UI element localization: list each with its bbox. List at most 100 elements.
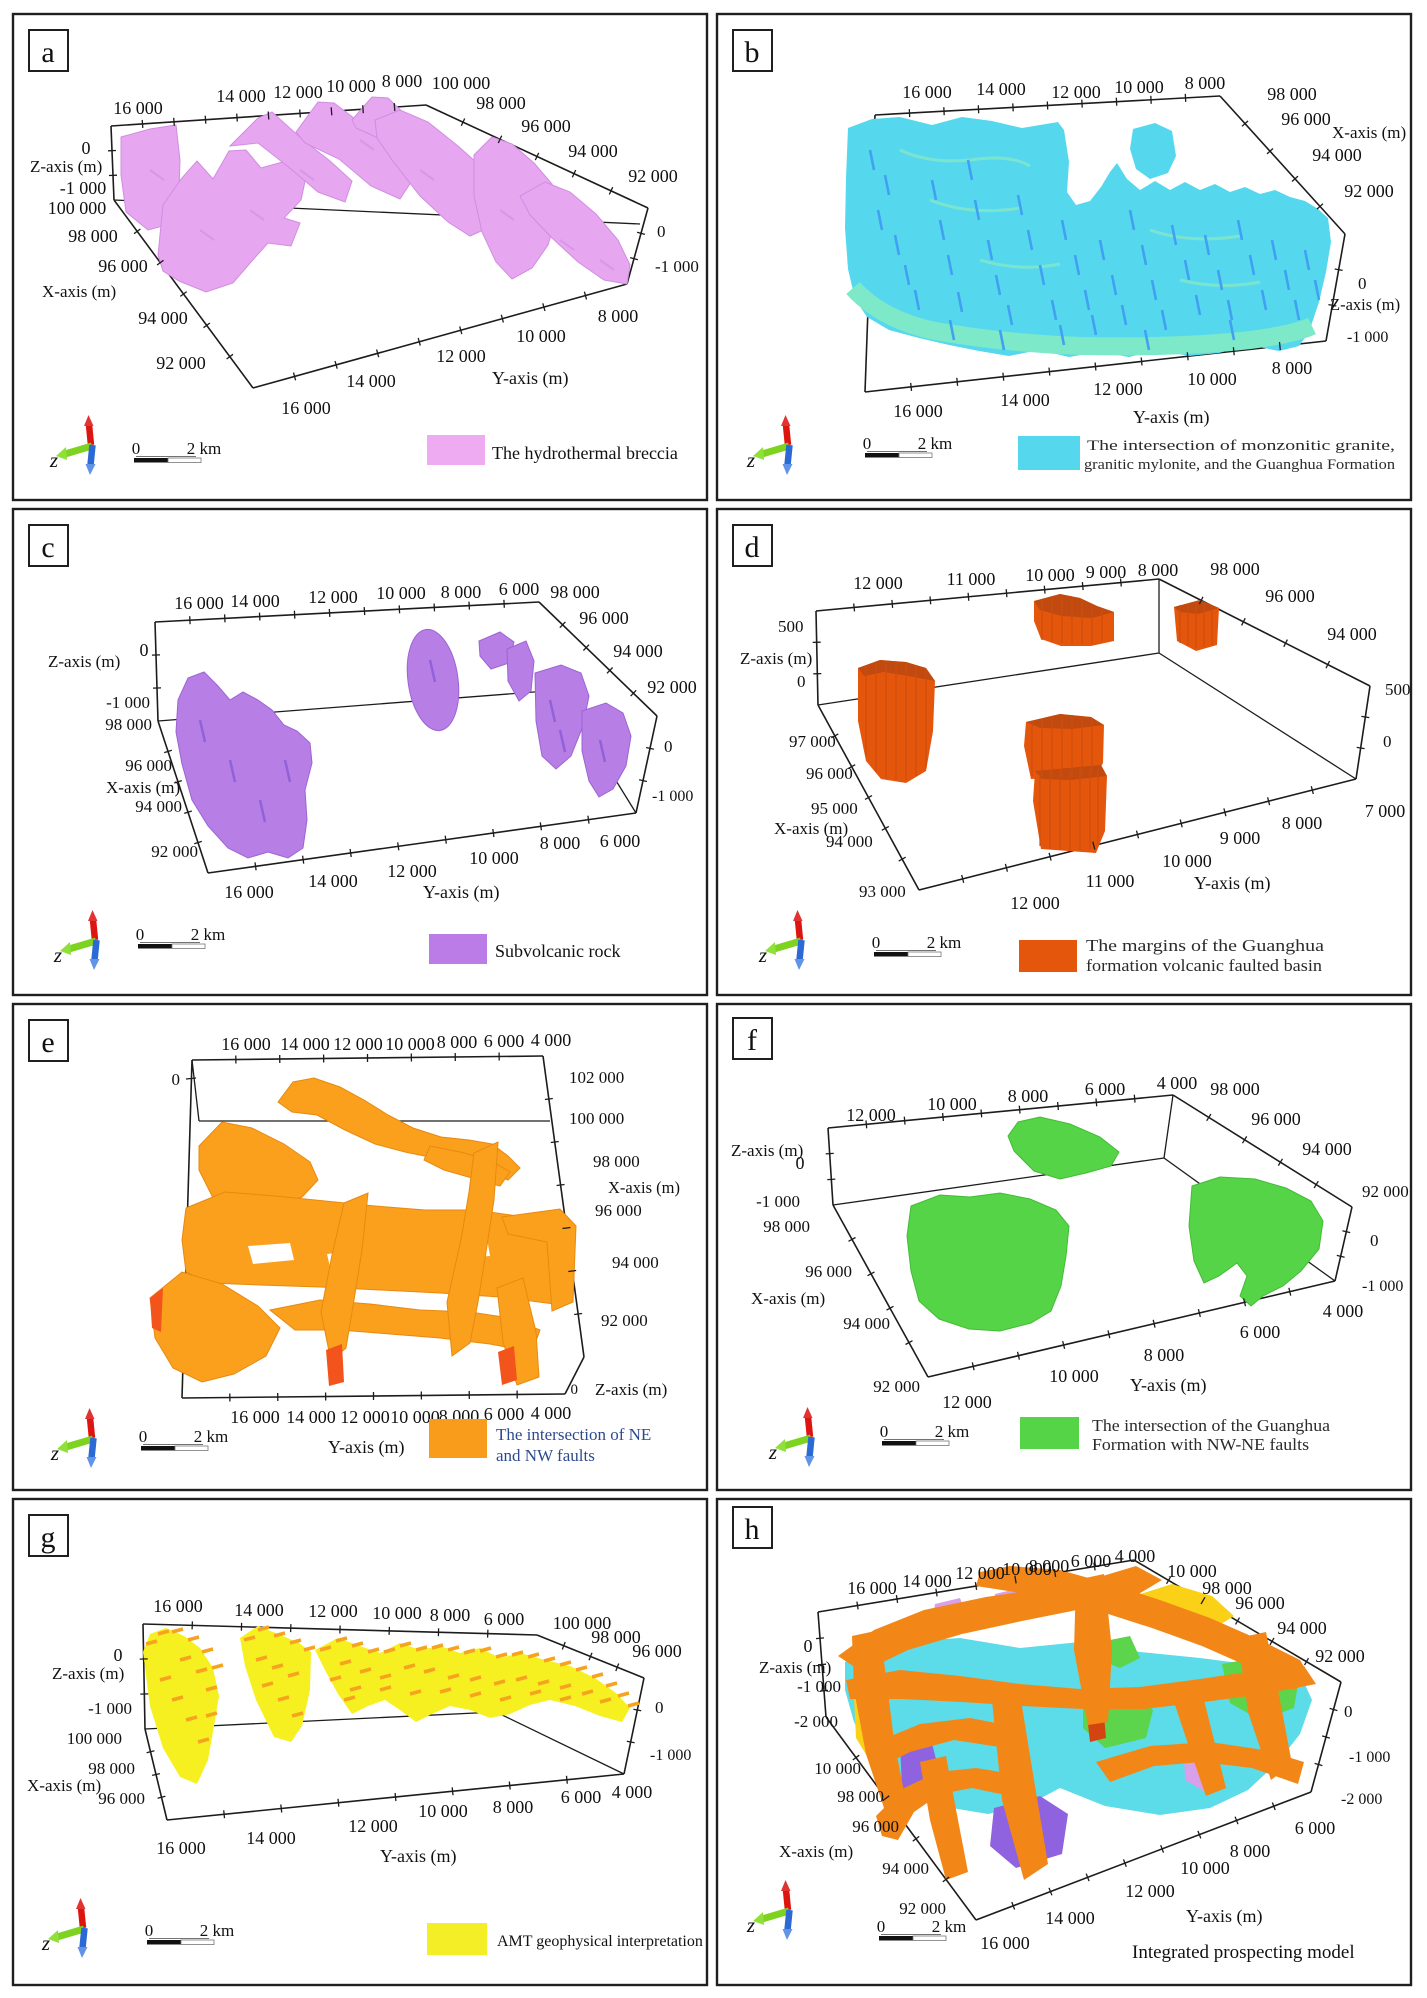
svg-text:Z-axis (m): Z-axis (m) bbox=[30, 157, 102, 176]
svg-text:0: 0 bbox=[655, 1698, 664, 1717]
svg-text:6 000: 6 000 bbox=[1085, 1079, 1126, 1099]
svg-text:4 000: 4 000 bbox=[1115, 1546, 1156, 1566]
svg-text:z: z bbox=[746, 1913, 755, 1937]
svg-text:The intersection of the Guangh: The intersection of the Guanghua bbox=[1092, 1416, 1330, 1435]
svg-text:and NW faults: and NW faults bbox=[496, 1446, 595, 1465]
svg-text:94 000: 94 000 bbox=[843, 1314, 890, 1333]
svg-text:92 000: 92 000 bbox=[601, 1311, 648, 1330]
svg-text:12 000: 12 000 bbox=[308, 587, 358, 607]
svg-text:2 km: 2 km bbox=[194, 1427, 228, 1446]
svg-text:14 000: 14 000 bbox=[280, 1034, 330, 1054]
svg-text:10 000: 10 000 bbox=[418, 1801, 468, 1821]
svg-text:96 000: 96 000 bbox=[632, 1641, 682, 1661]
svg-text:92 000: 92 000 bbox=[156, 353, 206, 373]
svg-text:14 000: 14 000 bbox=[286, 1407, 336, 1427]
svg-text:92 000: 92 000 bbox=[647, 677, 697, 697]
svg-text:Formation with NW-NE faults: Formation with NW-NE faults bbox=[1092, 1435, 1309, 1454]
svg-text:g: g bbox=[41, 1521, 56, 1554]
svg-text:96 000: 96 000 bbox=[521, 116, 571, 136]
svg-text:-1 000: -1 000 bbox=[797, 1677, 841, 1696]
svg-text:0: 0 bbox=[1344, 1702, 1353, 1721]
svg-text:2 km: 2 km bbox=[932, 1917, 966, 1936]
svg-text:X-axis (m): X-axis (m) bbox=[1332, 123, 1406, 142]
svg-text:0: 0 bbox=[571, 1382, 579, 1398]
svg-text:12 000: 12 000 bbox=[436, 346, 486, 366]
svg-text:X-axis (m): X-axis (m) bbox=[779, 1842, 853, 1861]
svg-text:96 000: 96 000 bbox=[1281, 109, 1331, 129]
svg-text:6 000: 6 000 bbox=[1071, 1551, 1112, 1571]
svg-text:500: 500 bbox=[1385, 680, 1411, 699]
svg-text:9 000: 9 000 bbox=[1086, 562, 1127, 582]
svg-text:14 000: 14 000 bbox=[902, 1571, 952, 1591]
svg-text:98 000: 98 000 bbox=[105, 715, 152, 734]
svg-text:X-axis (m): X-axis (m) bbox=[774, 819, 848, 838]
svg-text:e: e bbox=[41, 1026, 54, 1059]
svg-text:2 km: 2 km bbox=[935, 1422, 969, 1441]
svg-text:a: a bbox=[41, 36, 54, 69]
svg-text:X-axis (m): X-axis (m) bbox=[751, 1289, 825, 1308]
svg-text:0: 0 bbox=[1358, 274, 1367, 293]
svg-text:X-axis (m): X-axis (m) bbox=[608, 1178, 680, 1197]
svg-text:94 000: 94 000 bbox=[138, 308, 188, 328]
svg-text:10 000: 10 000 bbox=[469, 848, 519, 868]
svg-text:98 000: 98 000 bbox=[1202, 1578, 1252, 1598]
svg-text:8 000: 8 000 bbox=[382, 71, 423, 91]
svg-text:z: z bbox=[41, 1931, 50, 1955]
svg-text:8 000: 8 000 bbox=[441, 582, 482, 602]
svg-text:8 000: 8 000 bbox=[1008, 1086, 1049, 1106]
svg-text:14 000: 14 000 bbox=[346, 371, 396, 391]
svg-text:98 000: 98 000 bbox=[1210, 559, 1260, 579]
svg-text:8 000: 8 000 bbox=[1272, 358, 1313, 378]
svg-text:94 000: 94 000 bbox=[135, 797, 182, 816]
svg-text:-1 000: -1 000 bbox=[1362, 1278, 1403, 1295]
svg-text:4 000: 4 000 bbox=[1323, 1301, 1364, 1321]
svg-text:granitic mylonite, and the Gua: granitic mylonite, and the Guanghua Form… bbox=[1084, 457, 1396, 473]
svg-text:Z-axis (m): Z-axis (m) bbox=[759, 1658, 831, 1677]
svg-text:0: 0 bbox=[804, 1636, 813, 1656]
svg-text:-2 000: -2 000 bbox=[1341, 1791, 1382, 1808]
svg-text:100 000: 100 000 bbox=[48, 198, 107, 218]
svg-text:2 km: 2 km bbox=[927, 933, 961, 952]
svg-text:0: 0 bbox=[796, 1153, 805, 1173]
svg-text:z: z bbox=[758, 943, 767, 967]
svg-text:500: 500 bbox=[778, 617, 804, 636]
svg-text:-1 000: -1 000 bbox=[1349, 1749, 1390, 1766]
svg-text:Z-axis (m): Z-axis (m) bbox=[48, 652, 120, 671]
svg-text:10 000: 10 000 bbox=[385, 1034, 435, 1054]
svg-text:96 000: 96 000 bbox=[595, 1201, 642, 1220]
svg-text:X-axis (m): X-axis (m) bbox=[106, 778, 180, 797]
svg-text:14 000: 14 000 bbox=[216, 86, 266, 106]
svg-text:98 000: 98 000 bbox=[591, 1627, 641, 1647]
svg-text:AMT geophysical interpretation: AMT geophysical interpretation bbox=[497, 1933, 703, 1950]
svg-text:10 000: 10 000 bbox=[516, 326, 566, 346]
svg-text:-2 000: -2 000 bbox=[794, 1712, 838, 1731]
svg-text:8 000: 8 000 bbox=[1230, 1841, 1271, 1861]
svg-text:96 000: 96 000 bbox=[1265, 586, 1315, 606]
svg-text:16 000: 16 000 bbox=[893, 401, 943, 421]
svg-text:96 000: 96 000 bbox=[98, 1789, 145, 1808]
svg-text:93 000: 93 000 bbox=[859, 882, 906, 901]
svg-text:16 000: 16 000 bbox=[174, 593, 224, 613]
svg-text:X-axis (m): X-axis (m) bbox=[27, 1776, 101, 1795]
svg-text:14 000: 14 000 bbox=[1000, 390, 1050, 410]
svg-text:The intersection of NE: The intersection of NE bbox=[496, 1425, 651, 1444]
svg-text:98 000: 98 000 bbox=[1210, 1079, 1260, 1099]
svg-text:95 000: 95 000 bbox=[811, 799, 858, 818]
svg-text:8 000: 8 000 bbox=[1029, 1556, 1070, 1576]
svg-text:8 000: 8 000 bbox=[430, 1605, 471, 1625]
svg-text:98 000: 98 000 bbox=[550, 582, 600, 602]
svg-text:92 000: 92 000 bbox=[1315, 1646, 1365, 1666]
svg-text:0: 0 bbox=[139, 1427, 148, 1446]
svg-text:9 000: 9 000 bbox=[1220, 828, 1261, 848]
svg-text:z: z bbox=[49, 448, 58, 472]
svg-text:-1 000: -1 000 bbox=[650, 1747, 691, 1764]
svg-text:0: 0 bbox=[145, 1921, 154, 1940]
svg-text:0: 0 bbox=[172, 1070, 181, 1089]
svg-text:96 000: 96 000 bbox=[852, 1817, 899, 1836]
svg-text:Subvolcanic rock: Subvolcanic rock bbox=[495, 941, 620, 961]
svg-text:-1 000: -1 000 bbox=[652, 788, 693, 805]
svg-text:16 000: 16 000 bbox=[281, 398, 331, 418]
svg-text:14 000: 14 000 bbox=[308, 871, 358, 891]
svg-text:98 000: 98 000 bbox=[1267, 84, 1317, 104]
svg-text:94 000: 94 000 bbox=[1312, 145, 1362, 165]
